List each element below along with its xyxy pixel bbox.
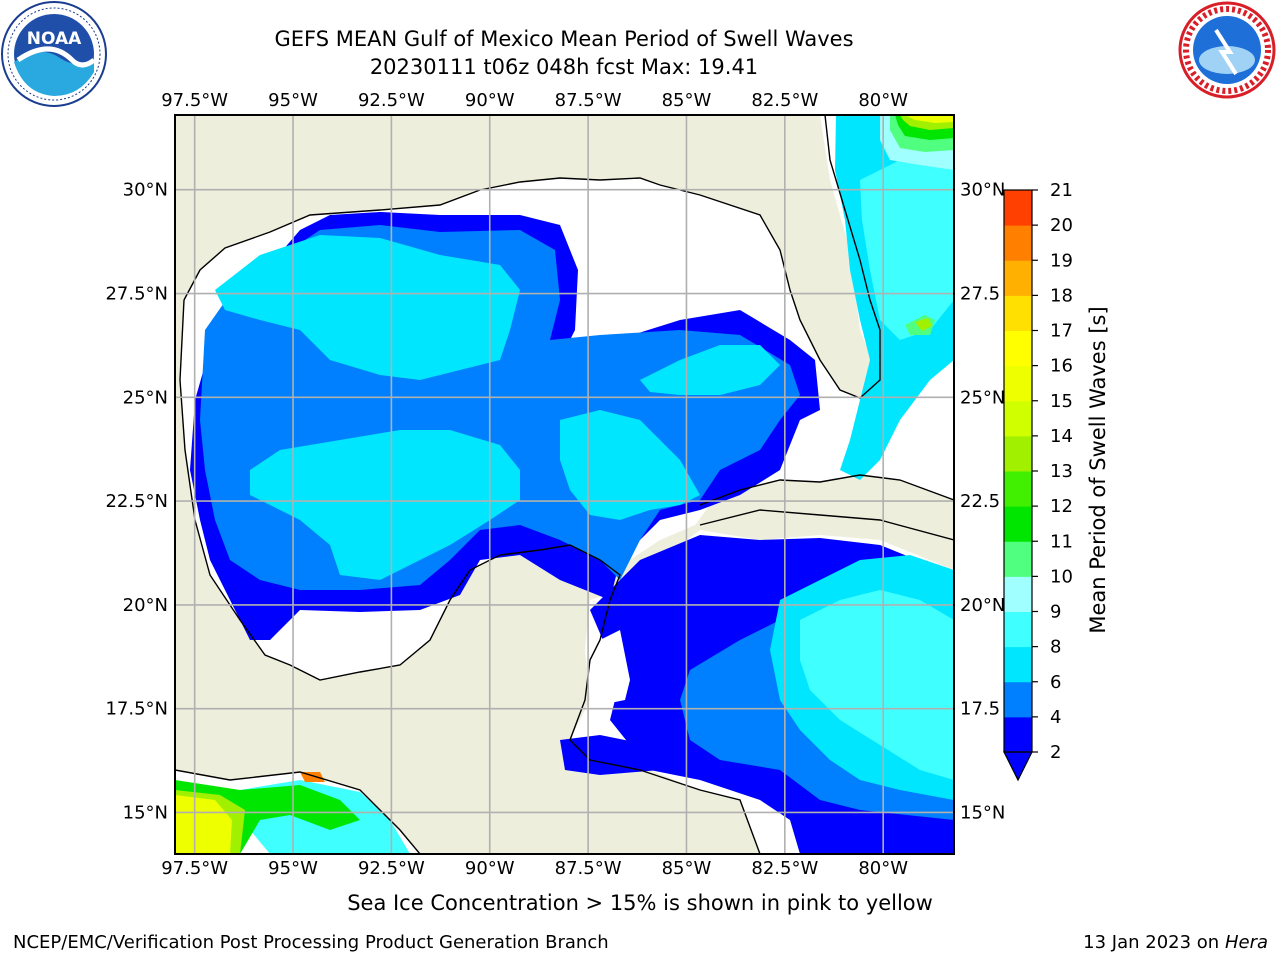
- svg-text:NOAA: NOAA: [27, 29, 82, 49]
- lat-tick-label-right: 27.5: [960, 284, 1000, 305]
- lon-tick-label-top: 87.5°W: [555, 90, 622, 111]
- swell-band-pacific-14-16: [175, 795, 232, 854]
- swell-band-6-8-central: [250, 430, 520, 580]
- colorbar: 2 4 6 8 9 10 11 12 13 14 15 16 17 18 19 20 21: [1003, 180, 1073, 782]
- chart-title: GEFS MEAN Gulf of Mexico Mean Period of …: [274, 27, 854, 51]
- lat-tick-label-left: 15°N: [123, 802, 168, 823]
- lat-tick-label-right: 20°N: [960, 595, 1005, 616]
- swell-band-2-4-yucatan: [560, 735, 660, 775]
- lon-labels-top: 97.5°W 95°W 92.5°W 90°W 87.5°W 85°W 82.5°W 80°W: [161, 90, 908, 111]
- lat-tick-label-left: 20°N: [123, 595, 168, 616]
- coastline-us-gulf: [183, 115, 881, 399]
- swell-band-6-8-east: [560, 410, 700, 520]
- lat-tick-label-right: 17.5: [960, 699, 1000, 720]
- colorbar-bin: [1004, 330, 1032, 367]
- colorbar-tick-label: 18: [1050, 285, 1073, 306]
- colorbar-bin: [1004, 576, 1032, 612]
- swell-band-6-8-loop: [640, 345, 780, 395]
- colorbar-bin: [1004, 260, 1032, 296]
- colorbar-tick-label: 10: [1050, 566, 1073, 587]
- swell-band-6-8-north: [215, 235, 520, 380]
- colorbar-tick-label: 11: [1050, 531, 1073, 552]
- colorbar-tick-label: 4: [1050, 707, 1061, 728]
- colorbar-tick-label: 20: [1050, 215, 1073, 236]
- swell-band-bahamas-2: [915, 318, 932, 331]
- lat-tick-label-left: 22.5°N: [105, 491, 168, 512]
- colorbar-label: Mean Period of Swell Waves [s]: [1086, 306, 1110, 633]
- colorbar-tick-label: 8: [1050, 637, 1061, 658]
- gridlines: [175, 115, 954, 854]
- colorbar-bin: [1004, 716, 1032, 753]
- lat-tick-label-left: 30°N: [123, 180, 168, 201]
- lat-tick-label-left: 25°N: [123, 387, 168, 408]
- swell-band-8-9-caribbean: [800, 590, 954, 780]
- colorbar-tick-label: 6: [1050, 672, 1061, 693]
- colorbar-bin: [1004, 295, 1032, 331]
- colorbar-tick-label: 17: [1050, 321, 1073, 342]
- lon-tick-label-top: 82.5°W: [751, 90, 818, 111]
- lon-tick-label-top: 97.5°W: [161, 90, 228, 111]
- colorbar-bin: [1004, 190, 1032, 226]
- lat-tick-label-right: 30°N: [960, 180, 1005, 201]
- lon-tick-label-bottom: 80°W: [858, 858, 908, 879]
- colorbar-tick-label: 12: [1050, 496, 1073, 517]
- colorbar-bin: [1004, 471, 1032, 507]
- colorbar-bin: [1004, 225, 1032, 261]
- colorbar-tick-label: 19: [1050, 250, 1073, 271]
- colorbar-tick-label: 13: [1050, 461, 1073, 482]
- nws-logo: [1178, 1, 1276, 99]
- lon-tick-label-bottom: 87.5°W: [555, 858, 622, 879]
- lat-tick-label-right: 15°N: [960, 802, 1005, 823]
- swell-band-14-16-ne: [905, 115, 954, 123]
- lon-labels-bottom: 97.5°W 95°W 92.5°W 90°W 87.5°W 85°W 82.5°W 80°W: [161, 858, 908, 879]
- colorbar-extend-min: [1003, 751, 1033, 782]
- colorbar-tick-label: 21: [1050, 180, 1073, 201]
- colorbar-tick-label: 15: [1050, 391, 1073, 412]
- lon-tick-label-bottom: 82.5°W: [751, 858, 818, 879]
- sea-ice-note: Sea Ice Concentration > 15% is shown in …: [347, 891, 933, 915]
- lon-tick-label-bottom: 97.5°W: [161, 858, 228, 879]
- colorbar-bin: [1004, 365, 1032, 402]
- colorbar-bin: [1004, 400, 1032, 437]
- coastline-cuba: [699, 474, 954, 541]
- noaa-logo: NOAA: [1, 1, 107, 107]
- colorbar-bin: [1004, 611, 1032, 648]
- coastline-pacific: [175, 769, 421, 854]
- lon-tick-label-bottom: 90°W: [465, 858, 515, 879]
- lat-labels-right: 30°N 27.5 25°N 22.5 20°N 17.5 15°N: [960, 180, 1005, 824]
- lon-tick-label-top: 85°W: [662, 90, 712, 111]
- lon-tick-label-bottom: 92.5°W: [358, 858, 425, 879]
- lat-labels-left: 30°N 27.5°N 25°N 22.5°N 20°N 17.5°N 15°N: [105, 180, 168, 824]
- colorbar-tick-label: 2: [1050, 742, 1061, 763]
- colorbar-tick-label: 9: [1050, 602, 1061, 623]
- colorbar-bin: [1004, 541, 1032, 577]
- footer-date: 13 Jan 2023 on Hera: [1083, 932, 1268, 953]
- colorbar-tick-label: 14: [1050, 426, 1073, 447]
- colorbar-bin: [1004, 435, 1032, 472]
- lon-tick-label-top: 95°W: [268, 90, 318, 111]
- chart-subtitle: 20230111 t06z 048h fcst Max: 19.41: [369, 55, 759, 79]
- lon-tick-label-top: 90°W: [465, 90, 515, 111]
- lat-tick-label-left: 27.5°N: [105, 284, 168, 305]
- yucatan-gap: [590, 630, 630, 705]
- lat-tick-label-right: 22.5: [960, 491, 1000, 512]
- colorbar-bin: [1004, 681, 1032, 718]
- lon-tick-label-top: 80°W: [858, 90, 908, 111]
- colorbar-tick-label: 16: [1050, 356, 1073, 377]
- lon-tick-label-bottom: 85°W: [662, 858, 712, 879]
- map-area: [175, 115, 954, 854]
- lon-tick-label-top: 92.5°W: [358, 90, 425, 111]
- footer-host: Hera: [1224, 932, 1268, 953]
- footer-date-text: 13 Jan 2023 on: [1083, 932, 1225, 953]
- footer-credit: NCEP/EMC/Verification Post Processing Pr…: [13, 932, 609, 953]
- lat-tick-label-right: 25°N: [960, 387, 1005, 408]
- lon-tick-label-bottom: 95°W: [268, 858, 318, 879]
- map-frame: [174, 114, 955, 855]
- colorbar-bin: [1004, 506, 1032, 542]
- lat-tick-label-left: 17.5°N: [105, 699, 168, 720]
- colorbar-bin: [1004, 646, 1032, 683]
